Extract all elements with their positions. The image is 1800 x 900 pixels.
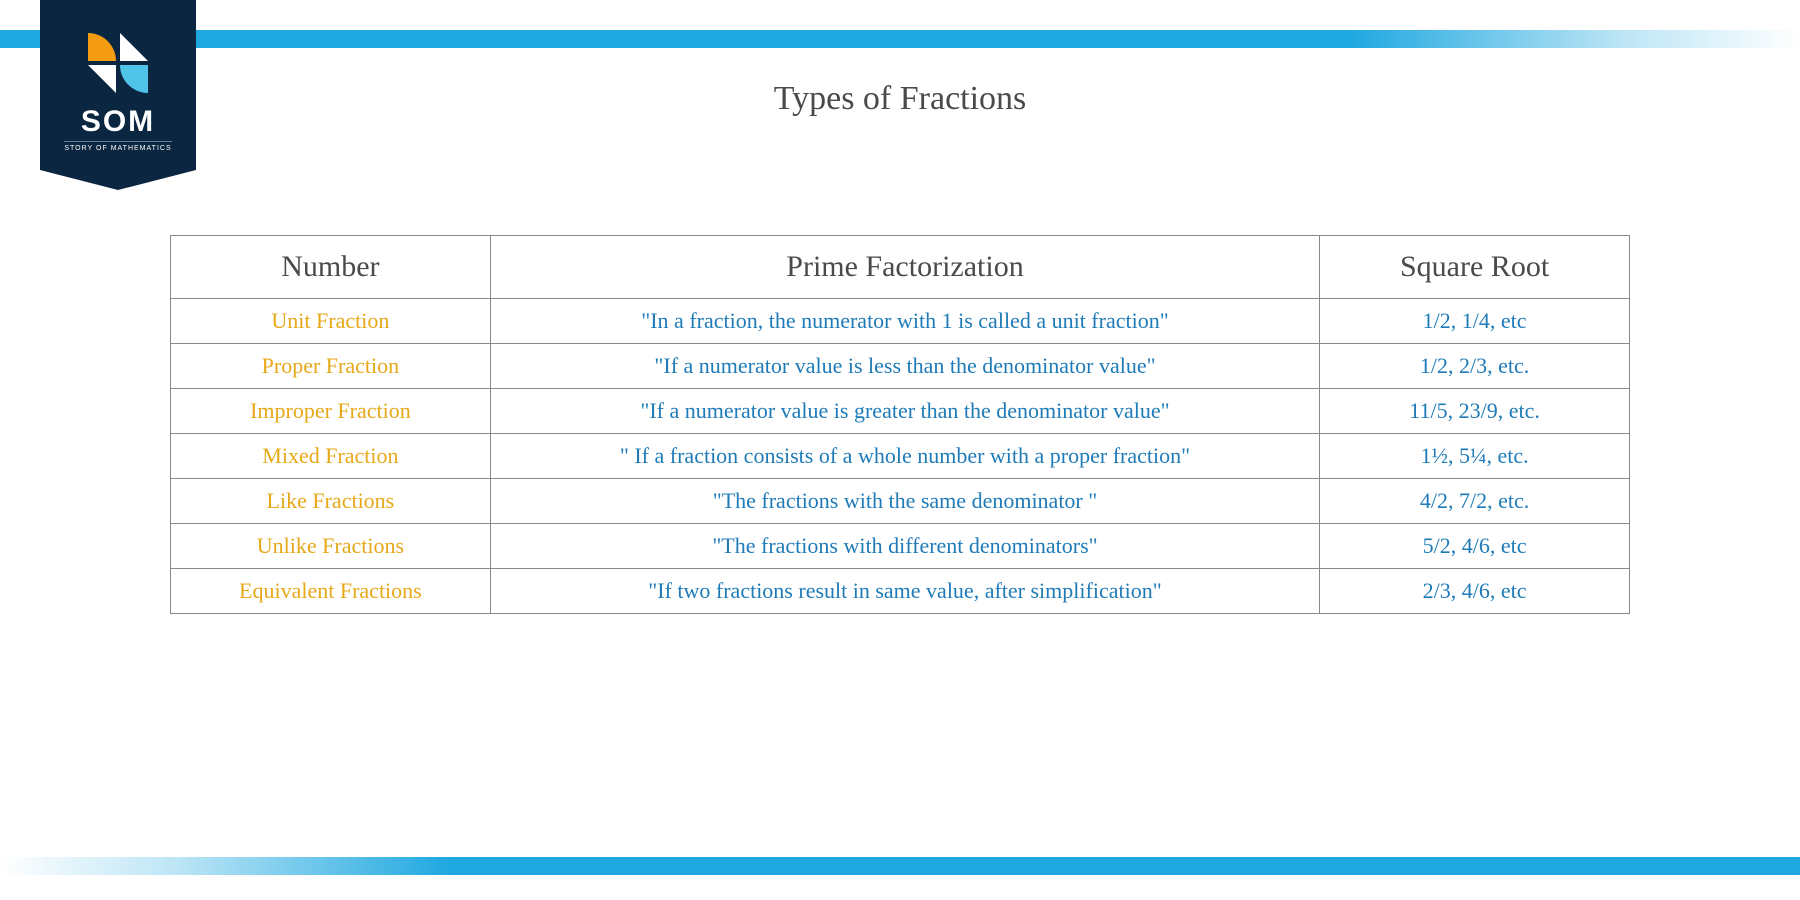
table-row: Unlike Fractions "The fractions with dif… [171,524,1630,569]
logo-text: SOM [81,105,155,139]
logo-subtitle: STORY OF MATHEMATICS [64,141,171,152]
cell-prime: "The fractions with different denominato… [490,524,1319,569]
cell-root: 5/2, 4/6, etc [1320,524,1630,569]
cell-root: 2/3, 4/6, etc [1320,569,1630,614]
cell-prime: "In a fraction, the numerator with 1 is … [490,299,1319,344]
table-row: Proper Fraction "If a numerator value is… [171,344,1630,389]
cell-root: 1½, 5¼, etc. [1320,434,1630,479]
bottom-accent-stripe [0,857,1800,875]
cell-number: Like Fractions [171,479,491,524]
cell-number: Unlike Fractions [171,524,491,569]
cell-root: 11/5, 23/9, etc. [1320,389,1630,434]
table-row: Unit Fraction "In a fraction, the numera… [171,299,1630,344]
table-row: Mixed Fraction " If a fraction consists … [171,434,1630,479]
table-row: Like Fractions "The fractions with the s… [171,479,1630,524]
cell-prime: "If two fractions result in same value, … [490,569,1319,614]
table-row: Equivalent Fractions "If two fractions r… [171,569,1630,614]
cell-number: Equivalent Fractions [171,569,491,614]
column-header-prime: Prime Factorization [490,236,1319,299]
cell-root: 1/2, 2/3, etc. [1320,344,1630,389]
logo-icon [88,33,148,93]
table-body: Unit Fraction "In a fraction, the numera… [171,299,1630,614]
cell-prime: " If a fraction consists of a whole numb… [490,434,1319,479]
cell-number: Proper Fraction [171,344,491,389]
page-title: Types of Fractions [774,80,1027,118]
cell-number: Unit Fraction [171,299,491,344]
table-row: Improper Fraction "If a numerator value … [171,389,1630,434]
cell-prime: "If a numerator value is less than the d… [490,344,1319,389]
table-header-row: Number Prime Factorization Square Root [171,236,1630,299]
cell-number: Improper Fraction [171,389,491,434]
logo-badge: SOM STORY OF MATHEMATICS [40,0,196,170]
cell-prime: "The fractions with the same denominator… [490,479,1319,524]
cell-root: 4/2, 7/2, etc. [1320,479,1630,524]
column-header-root: Square Root [1320,236,1630,299]
column-header-number: Number [171,236,491,299]
fractions-table: Number Prime Factorization Square Root U… [170,235,1630,614]
cell-root: 1/2, 1/4, etc [1320,299,1630,344]
cell-prime: "If a numerator value is greater than th… [490,389,1319,434]
top-accent-stripe [0,30,1800,48]
cell-number: Mixed Fraction [171,434,491,479]
